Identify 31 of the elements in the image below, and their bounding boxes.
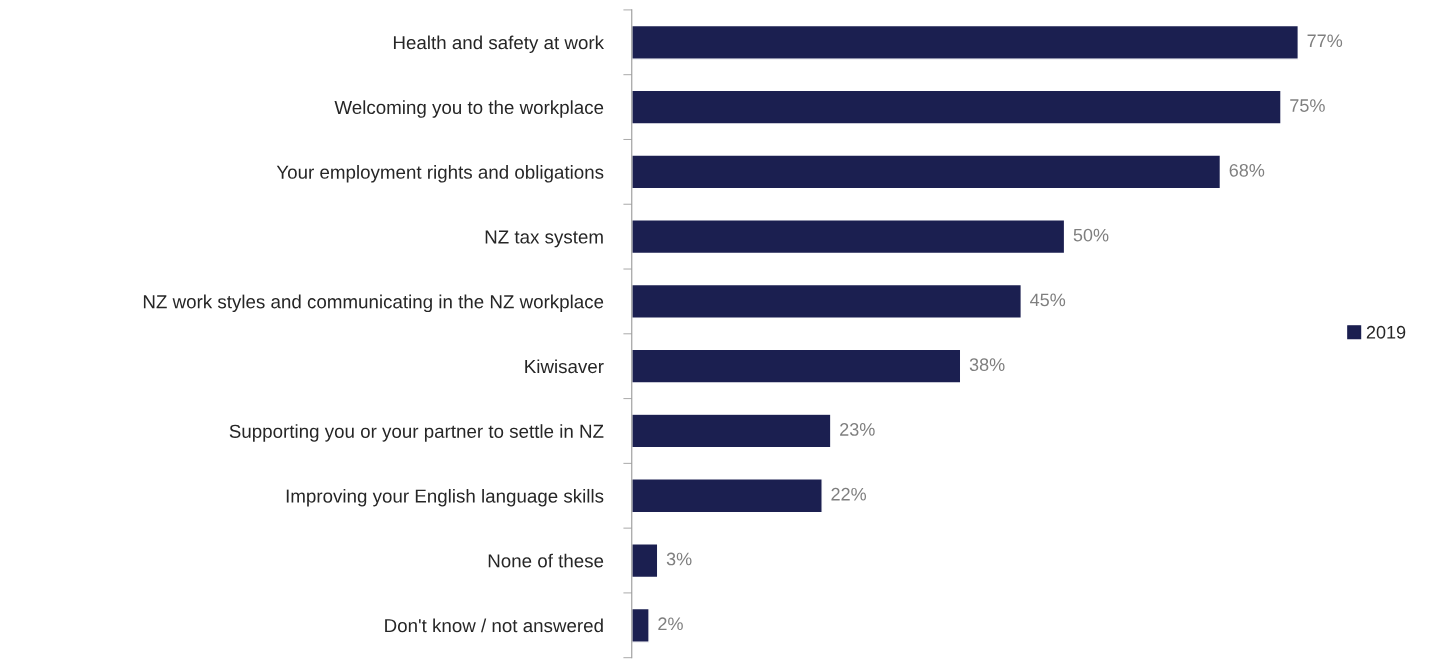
bar — [631, 24, 1299, 60]
bar — [631, 89, 1282, 125]
data-label: 38% — [969, 358, 1005, 372]
bar — [631, 413, 832, 449]
y-tick-label: Welcoming you to the workplace — [334, 100, 604, 118]
y-tick-label: Your employment rights and obligations — [276, 165, 604, 183]
data-label: 68% — [1229, 163, 1265, 177]
data-label: 23% — [840, 423, 875, 436]
bar — [631, 283, 1022, 319]
y-tick-label: Kiwisaver — [525, 359, 604, 374]
bar — [631, 154, 1222, 190]
y-tick-label: NZ work styles and communicating in the NZ workplace — [143, 294, 604, 313]
data-label: 75% — [1290, 99, 1325, 112]
data-label: 50% — [1073, 228, 1109, 242]
y-tick-label: Don't know / not answered — [385, 618, 603, 633]
bar — [631, 348, 962, 384]
data-label: 77% — [1307, 34, 1343, 48]
bar — [631, 478, 823, 514]
data-label: 3% — [666, 552, 692, 566]
y-tick-label: None of these — [488, 553, 604, 568]
bar — [631, 607, 650, 643]
bar — [631, 542, 659, 579]
y-tick-label: Health and safety at work — [393, 35, 605, 53]
y-tick-label: NZ tax system — [485, 230, 603, 248]
data-label: 22% — [831, 487, 867, 501]
y-tick-label: Improving your English language skills — [286, 488, 604, 507]
y-tick-label: Supporting you or your partner to settle in NZ — [229, 424, 604, 442]
data-label: 45% — [1030, 293, 1066, 307]
legend-label: 2019 — [1366, 325, 1406, 339]
data-label: 2% — [658, 617, 683, 631]
bar — [631, 219, 1066, 255]
